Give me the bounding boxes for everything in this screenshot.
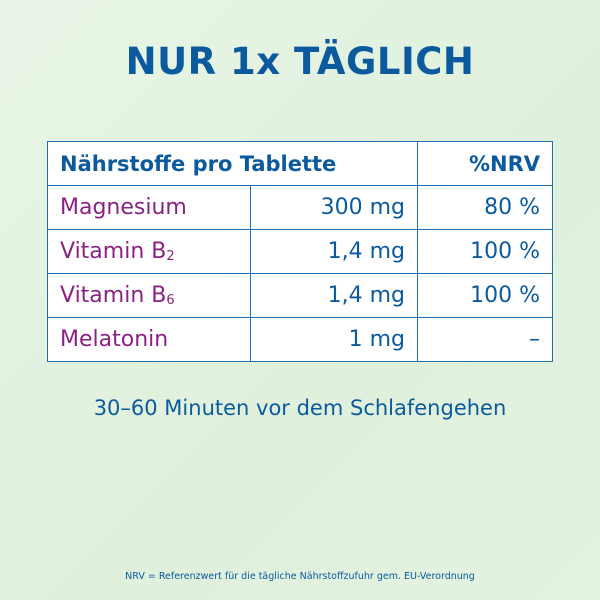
table-row: Vitamin B6 1,4 mg 100 % [47,273,553,318]
subscript: 2 [166,249,175,264]
nutrient-name-text: Magnesium [60,195,187,220]
nutrient-nrv: 100 % [417,229,553,274]
nutrient-table: Nährstoffe pro Tablette %NRV Magnesium 3… [47,141,553,362]
table-row: Vitamin B2 1,4 mg 100 % [47,229,553,274]
nutrient-amount: 1,4 mg [250,273,418,318]
nutrient-amount: 1 mg [250,317,418,362]
table-row: Melatonin 1 mg – [47,317,553,362]
nutrient-name-text: Vitamin B [60,239,167,264]
nutrient-nrv: – [417,317,553,362]
table-header-row: Nährstoffe pro Tablette %NRV [47,141,553,186]
header-nutrients: Nährstoffe pro Tablette [47,141,418,186]
nutrient-nrv: 100 % [417,273,553,318]
nutrient-name-text: Vitamin B [60,283,167,308]
nutrient-name: Melatonin [47,317,251,362]
header-nrv: %NRV [417,141,553,186]
nutrient-amount: 300 mg [250,185,418,230]
nutrient-name: Vitamin B2 [47,229,251,274]
nutrient-name-text: Melatonin [60,327,169,352]
headline: NUR 1x TÄGLICH [125,40,475,83]
table-row: Magnesium 300 mg 80 % [47,185,553,230]
subscript: 6 [166,293,175,308]
nutrient-name: Magnesium [47,185,251,230]
nutrient-amount: 1,4 mg [250,229,418,274]
footnote: NRV = Referenzwert für die tägliche Nähr… [125,571,475,582]
nutrient-nrv: 80 % [417,185,553,230]
nutrient-name: Vitamin B6 [47,273,251,318]
usage-note: 30–60 Minuten vor dem Schlafengehen [93,396,507,420]
